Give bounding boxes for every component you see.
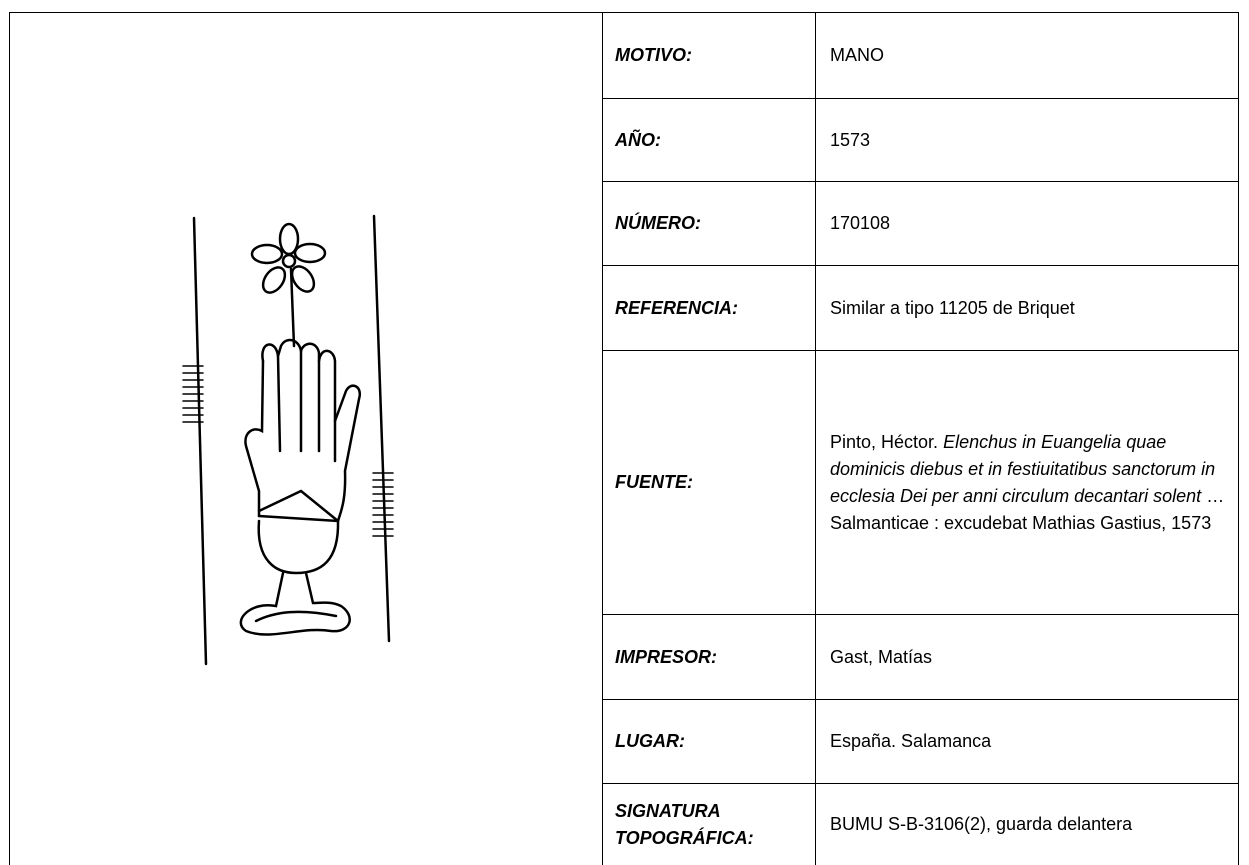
table-row: NÚMERO: 170108	[602, 181, 1239, 266]
field-label: NÚMERO:	[602, 181, 816, 266]
table-row: IMPRESOR: Gast, Matías	[602, 614, 1239, 700]
field-value: 1573	[815, 98, 1239, 182]
field-label: MOTIVO:	[602, 12, 816, 99]
watermark-drawing	[182, 214, 394, 666]
table-row: FUENTE: Pinto, Héctor. Elenchus in Euange…	[602, 350, 1239, 615]
field-value: 170108	[815, 181, 1239, 266]
field-label: REFERENCIA:	[602, 265, 816, 351]
field-value: España. Salamanca	[815, 699, 1239, 784]
value-part: Elenchus in Euangelia quae dominicis die…	[830, 431, 1216, 506]
value-part: … Salmanticae : excudebat Mathias Gastiu…	[830, 485, 1225, 533]
table-row: SIGNATURA TOPOGRÁFICA: BUMU S-B-3106(2), …	[602, 783, 1239, 865]
field-label: SIGNATURA TOPOGRÁFICA:	[602, 783, 816, 865]
field-value: Pinto, Héctor. Elenchus in Euangelia qua…	[815, 350, 1239, 615]
field-value: Similar a tipo 11205 de Briquet	[815, 265, 1239, 351]
value-part: Pinto, Héctor.	[830, 431, 944, 452]
info-table: MOTIVO: MANO AÑO: 1573 NÚMERO: 170108 REFERENC…	[602, 12, 1239, 865]
field-label: AÑO:	[602, 98, 816, 182]
field-value: Gast, Matías	[815, 614, 1239, 700]
field-label: IMPRESOR:	[602, 614, 816, 700]
table-row: LUGAR: España. Salamanca	[602, 699, 1239, 784]
field-value: MANO	[815, 12, 1239, 99]
table-row: AÑO: 1573	[602, 98, 1239, 182]
table-row: MOTIVO: MANO	[602, 12, 1239, 99]
table-row: REFERENCIA: Similar a tipo 11205 de Briqu…	[602, 265, 1239, 351]
field-label: FUENTE:	[602, 350, 816, 615]
field-label: LUGAR:	[602, 699, 816, 784]
watermark-cell	[9, 12, 602, 865]
field-value: BUMU S-B-3106(2), guarda delantera	[815, 783, 1239, 865]
